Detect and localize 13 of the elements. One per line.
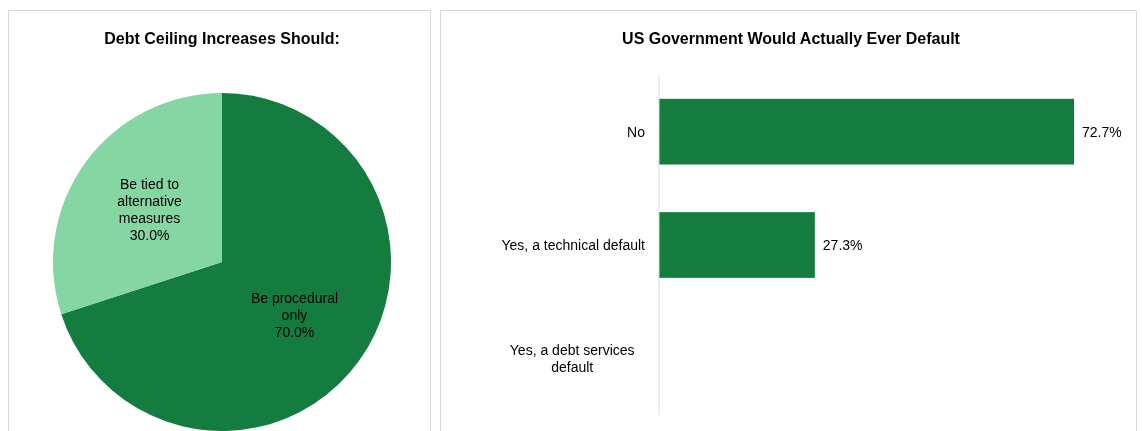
chart-title: US Government Would Actually Ever Default	[622, 30, 961, 47]
pie-slice	[53, 93, 222, 315]
chart-title: Debt Ceiling Increases Should:	[104, 30, 340, 47]
data-label: 27.3%	[822, 237, 863, 253]
slice-label: Be tied to alternative measures	[117, 175, 183, 226]
y-tick-label: Yes, a technical default	[501, 237, 646, 253]
pie-slice	[61, 93, 391, 431]
y-tick-label: Yes, a debt services default	[509, 341, 635, 375]
data-label: 70.0%	[274, 323, 315, 340]
data-label: 72.7%	[1082, 123, 1122, 140]
data-label: 30.0%	[129, 226, 170, 243]
slice-label: Be procedural only	[250, 289, 339, 323]
y-tick-label: No	[627, 123, 646, 140]
